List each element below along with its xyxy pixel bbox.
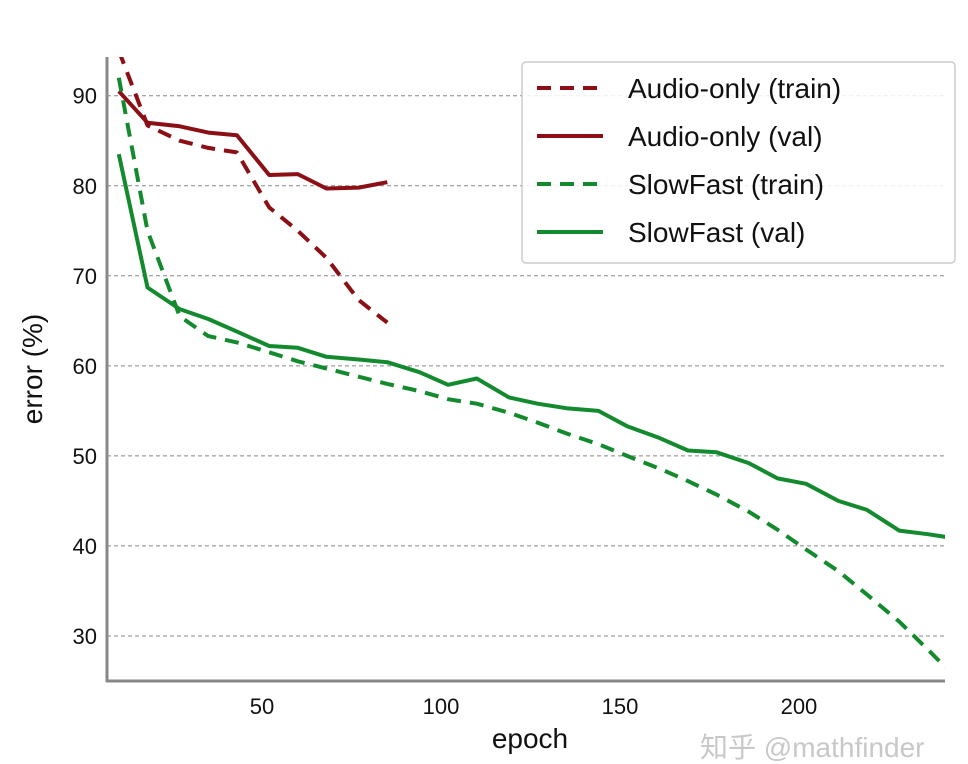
y-tick-label: 80 <box>73 174 97 199</box>
y-tick-label: 30 <box>73 624 97 649</box>
series-line-3 <box>116 153 945 539</box>
legend-box <box>521 61 956 264</box>
legend-label: SlowFast (val) <box>628 217 805 248</box>
y-axis-label: error (%) <box>17 314 48 424</box>
legend-label: Audio-only (val) <box>628 121 823 152</box>
y-tick-label: 40 <box>73 534 97 559</box>
x-tick-label: 150 <box>602 694 639 719</box>
x-tick-label: 200 <box>781 694 818 719</box>
watermark: 知乎 @mathfinder <box>700 732 925 763</box>
y-tick-label: 50 <box>73 444 97 469</box>
series-line-0 <box>119 57 389 325</box>
legend: Audio-only (train) Audio-only (val) SlowFa… <box>521 61 956 264</box>
x-tick-label: 50 <box>250 694 274 719</box>
series-line-1 <box>117 89 388 191</box>
legend-label: Audio-only (train) <box>628 73 841 104</box>
tick-labels: 30 40 50 60 70 80 90 50 100 150 200 <box>73 84 818 719</box>
y-tick-label: 90 <box>73 84 97 109</box>
x-tick-label: 100 <box>423 694 460 719</box>
series-line-2 <box>116 77 945 669</box>
y-tick-label: 60 <box>73 354 97 379</box>
y-tick-label: 70 <box>73 264 97 289</box>
legend-label: SlowFast (train) <box>628 169 824 200</box>
series-lines <box>116 57 945 669</box>
x-axis-label: epoch <box>492 723 568 754</box>
